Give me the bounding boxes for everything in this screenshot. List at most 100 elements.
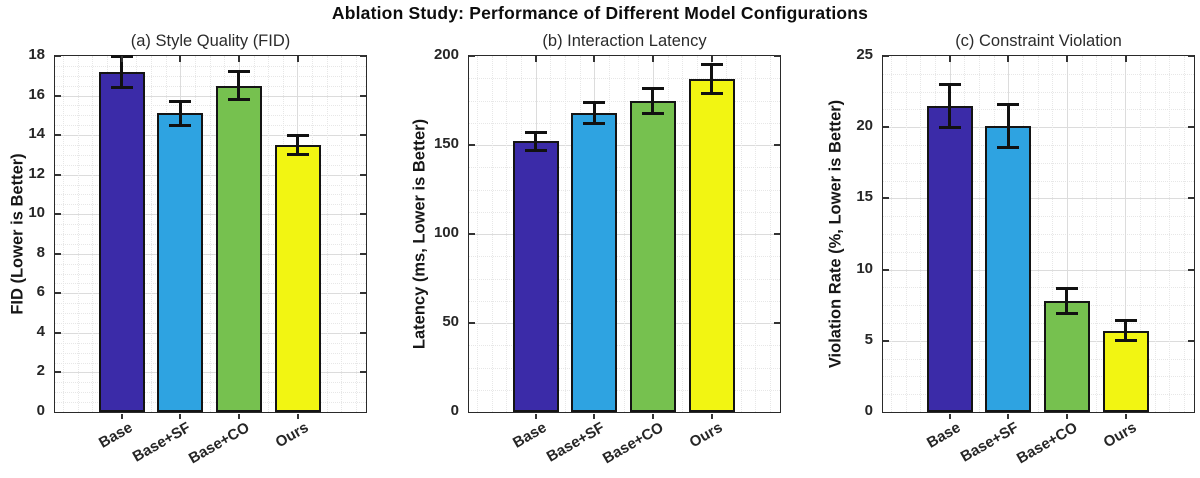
grid-line-horizontal	[469, 300, 780, 302]
x-tick-mark-top	[593, 56, 596, 62]
bar-ours	[274, 145, 321, 412]
grid-line-horizontal	[883, 234, 1194, 235]
y-tick-mark-left	[55, 292, 61, 295]
x-tick-mark-top	[179, 56, 182, 62]
y-tick-mark-right	[1188, 268, 1194, 271]
bar-base-co	[1043, 300, 1090, 412]
grid-line-horizontal	[55, 85, 366, 87]
grid-line-vertical	[77, 56, 79, 412]
x-tick-mark-bottom	[710, 414, 713, 419]
subplot-b: (b) Interaction Latency Latency (ms, Low…	[411, 32, 781, 467]
grid-line-vertical	[905, 56, 907, 412]
error-bar-line	[651, 88, 655, 113]
grid-line-horizontal	[469, 367, 780, 369]
error-bar-line	[1065, 288, 1069, 314]
grid-line-horizontal	[883, 127, 1194, 129]
grid-line-horizontal	[55, 362, 366, 364]
grid-line-horizontal	[883, 269, 1194, 271]
grid-line-horizontal	[469, 211, 780, 213]
y-tick-mark-right	[774, 55, 780, 57]
grid-line-horizontal	[55, 323, 366, 324]
y-tick-mark-left	[55, 371, 61, 374]
grid-line-horizontal	[55, 402, 366, 404]
y-tick-mark-right	[360, 173, 366, 176]
y-tick-mark-left	[55, 252, 61, 255]
error-bar-cap-top	[997, 102, 1020, 106]
error-bar-cap-bottom	[1114, 339, 1137, 343]
grid-line-horizontal	[883, 91, 1194, 93]
error-bar-cap-bottom	[524, 148, 547, 152]
subplot-c-title: (c) Constraint Violation	[955, 32, 1122, 50]
grid-line-vertical	[1052, 56, 1054, 412]
grid-line-horizontal	[883, 323, 1194, 324]
grid-line-horizontal	[55, 313, 366, 315]
grid-line-vertical	[506, 56, 508, 412]
grid-line-horizontal	[883, 162, 1194, 164]
y-tick-mark-left	[883, 126, 889, 129]
y-tick-mark-left	[55, 94, 61, 97]
grid-line-horizontal	[55, 204, 366, 206]
y-tick-mark-left	[469, 55, 475, 57]
grid-line-vertical	[150, 56, 152, 412]
x-tick-mark-bottom	[179, 414, 182, 419]
error-bar-cap-top	[169, 100, 192, 103]
x-tick-mark-bottom	[651, 414, 654, 419]
bar-base	[926, 105, 973, 412]
x-tick-mark-top	[534, 56, 537, 62]
grid-line-horizontal	[55, 283, 366, 285]
x-tick-label: Base+CO	[599, 419, 667, 468]
y-tick-mark-right	[774, 233, 780, 235]
grid-line-vertical	[1081, 56, 1083, 412]
grid-line-vertical	[1037, 56, 1039, 412]
grid-line-horizontal	[55, 392, 366, 394]
grid-line-horizontal	[883, 394, 1194, 396]
grid-line-horizontal	[55, 352, 366, 354]
grid-line-horizontal	[55, 224, 366, 226]
grid-line-horizontal	[55, 253, 366, 255]
x-tick-mark-bottom	[534, 414, 537, 419]
grid-line-horizontal	[469, 256, 780, 258]
error-bar-line	[178, 101, 182, 126]
y-tick-label: 14	[28, 125, 45, 143]
grid-line-horizontal	[55, 243, 366, 245]
y-tick-mark-right	[360, 134, 366, 137]
grid-line-horizontal	[55, 174, 366, 176]
grid-line-horizontal	[55, 194, 366, 196]
y-tick-mark-right	[774, 144, 780, 146]
grid-line-horizontal	[55, 95, 366, 97]
grid-line-vertical	[623, 56, 625, 412]
error-bar-line	[1124, 320, 1128, 341]
grid-line-horizontal	[55, 214, 366, 216]
y-tick-mark-right	[360, 331, 366, 334]
subplot-a-title: (a) Style Quality (FID)	[130, 32, 291, 50]
grid-line-vertical	[920, 56, 922, 412]
grid-line-horizontal	[469, 345, 780, 347]
x-tick-label: Base	[923, 419, 964, 452]
grid-line-horizontal	[469, 145, 780, 146]
x-tick-mark-top	[1124, 56, 1127, 62]
y-tick-label: 25	[856, 46, 873, 63]
grid-line-horizontal	[55, 184, 366, 186]
y-tick-label: 0	[450, 402, 459, 419]
bar-base	[98, 71, 145, 412]
y-tick-mark-left	[55, 213, 61, 216]
grid-line-vertical	[268, 56, 270, 412]
grid-line-horizontal	[883, 198, 1194, 200]
x-tick-mark-top	[1007, 56, 1010, 62]
grid-line-vertical	[1154, 56, 1156, 412]
grid-line-horizontal	[55, 342, 366, 344]
grid-line-horizontal	[469, 278, 780, 280]
error-bar-cap-bottom	[938, 125, 961, 129]
bar-base	[512, 141, 559, 412]
grid-line-vertical	[62, 56, 64, 412]
error-bar-cap-bottom	[1055, 312, 1078, 316]
error-bar-line	[120, 56, 124, 88]
grid-line-horizontal	[883, 305, 1194, 307]
error-bar-line	[237, 71, 241, 100]
grid-line-horizontal	[883, 180, 1194, 182]
figure-title: Ablation Study: Performance of Different…	[331, 3, 869, 23]
error-bar-line	[296, 135, 300, 155]
error-bar-cap-bottom	[997, 145, 1020, 149]
grid-line-horizontal	[55, 145, 366, 146]
error-bar-cap-bottom	[641, 111, 664, 115]
